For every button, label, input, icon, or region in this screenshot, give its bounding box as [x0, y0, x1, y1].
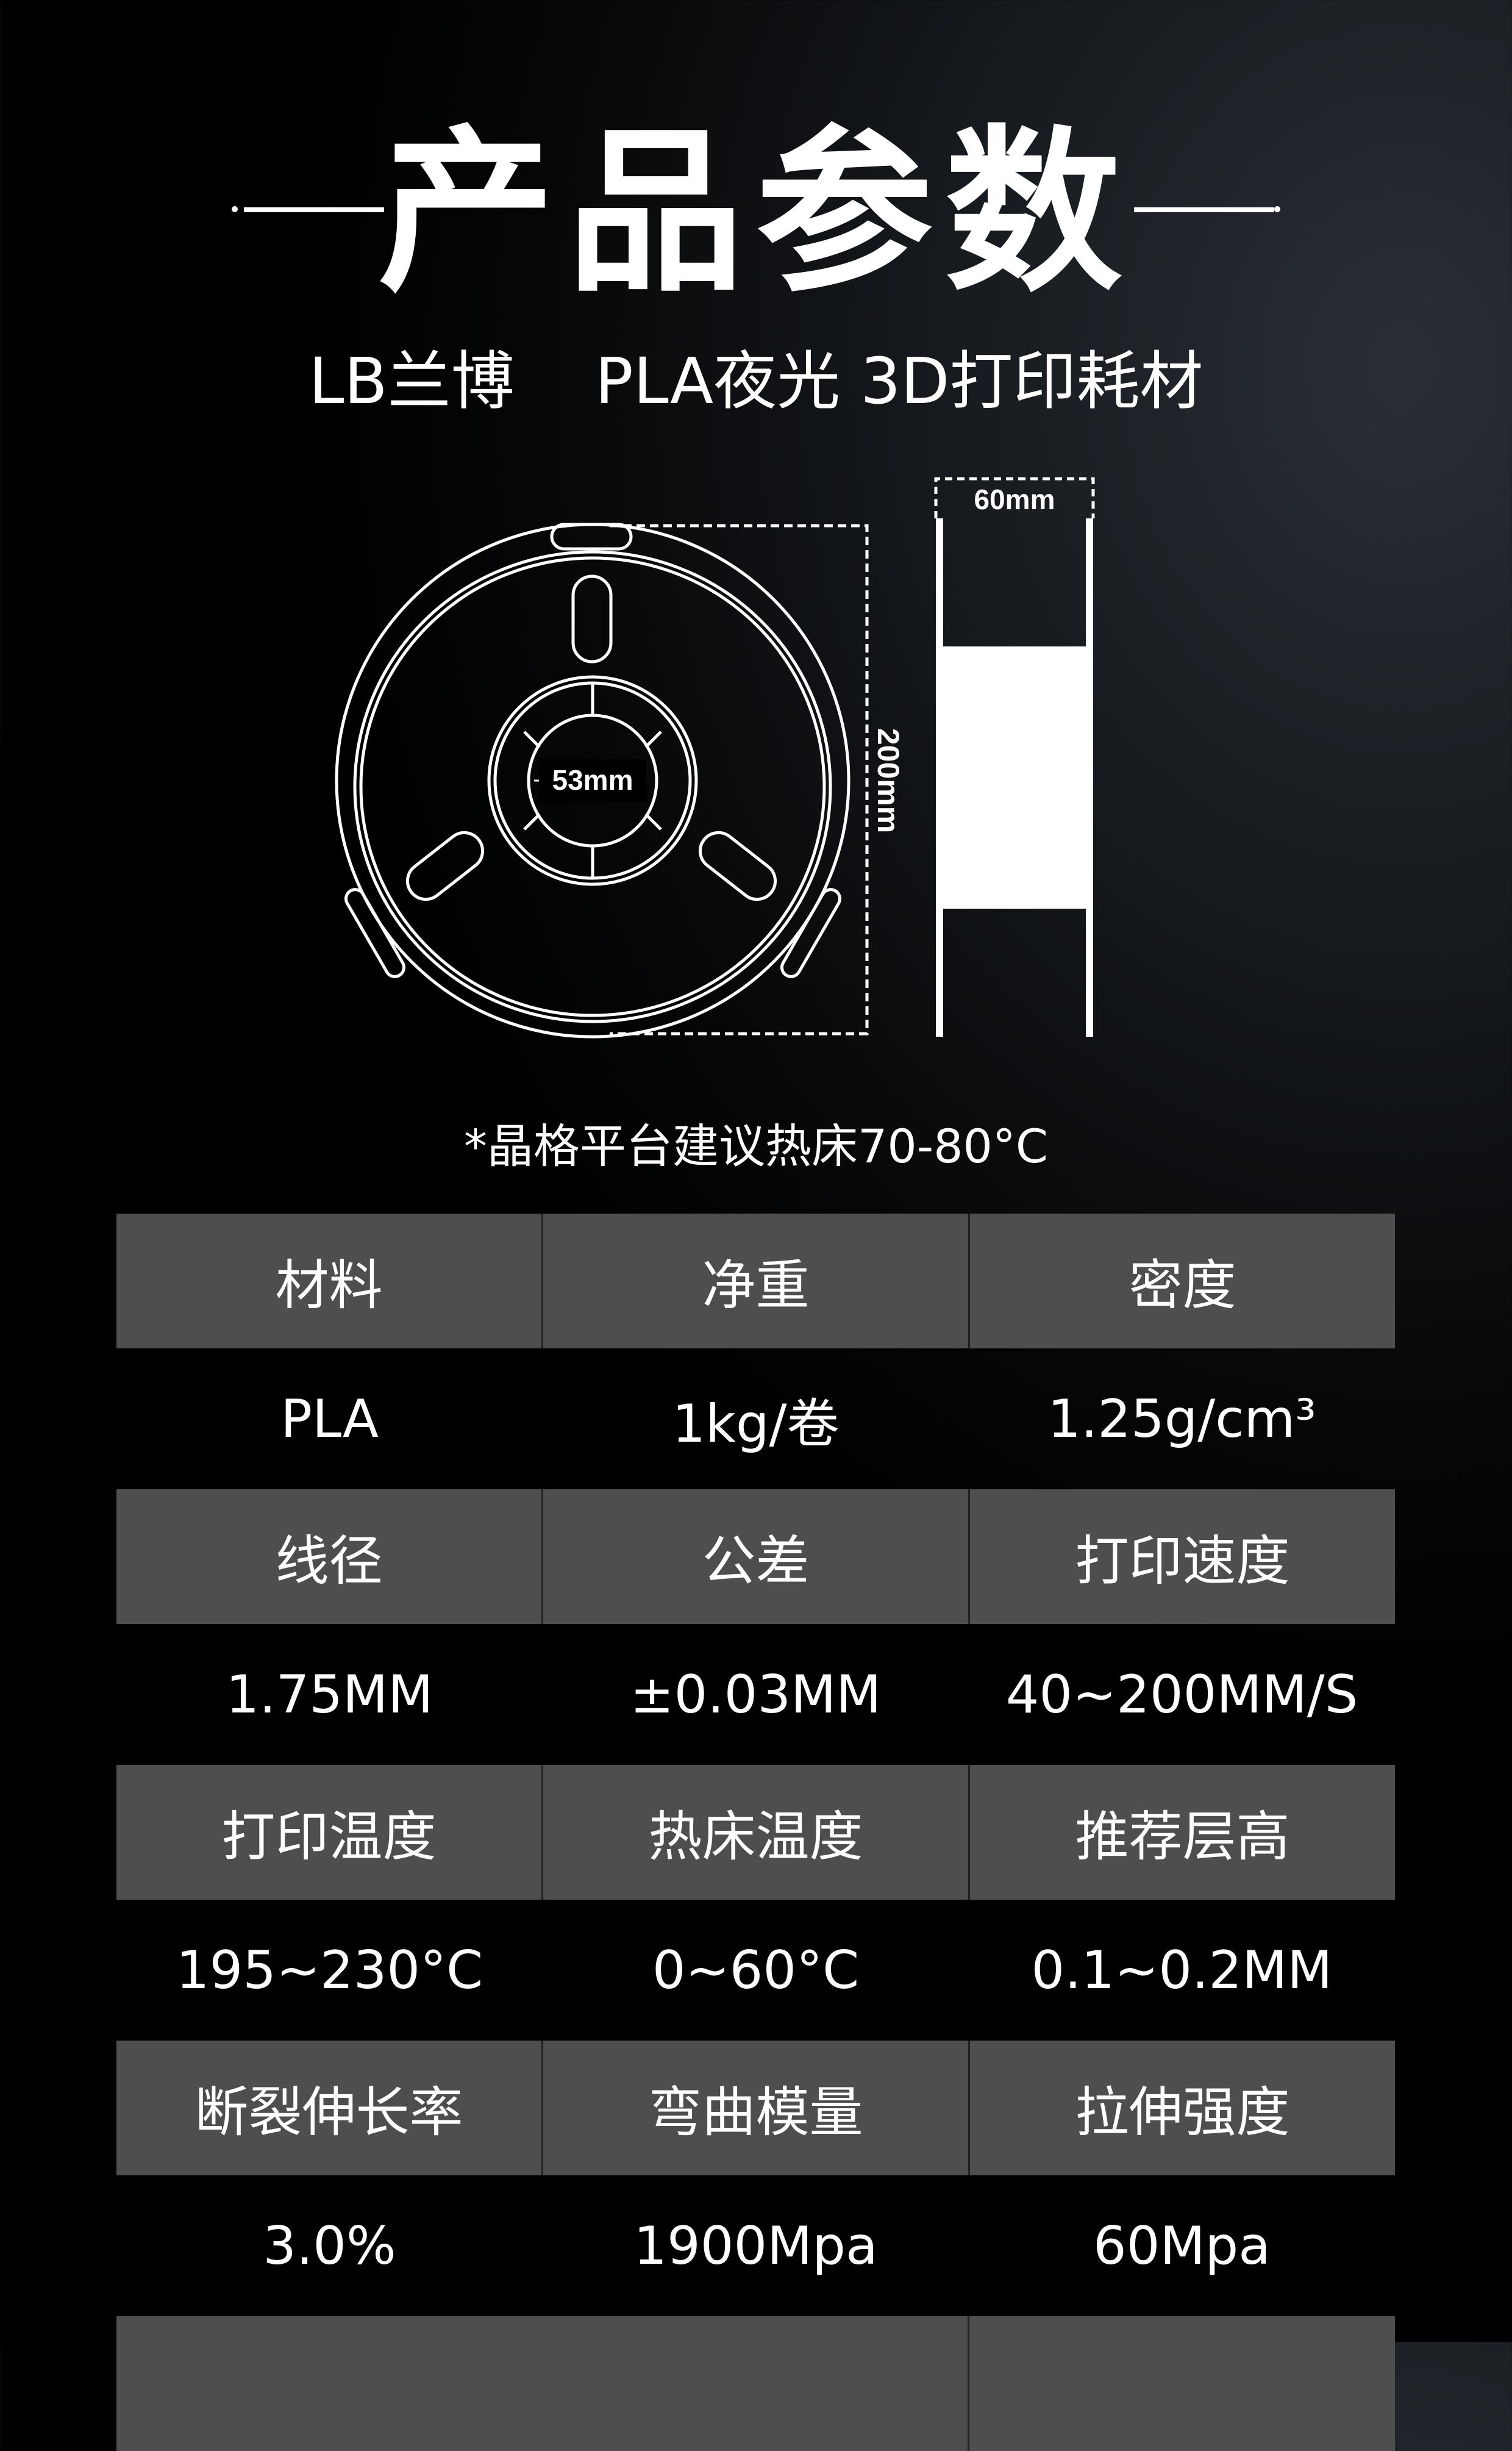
spool-side-view	[934, 477, 1095, 1037]
value-cell: 1900Mpa	[633, 2215, 878, 2277]
value-row: 3.0% 1900Mpa 60Mpa	[116, 2175, 1395, 2316]
header-cell: 密度	[968, 1214, 1395, 1348]
page-title: 产品参数	[378, 110, 1134, 316]
spool-front-view	[335, 523, 869, 1039]
value-cell: 3.0%	[263, 2215, 396, 2277]
header-cell: 弯曲模量	[541, 2041, 968, 2175]
value-row: 1.75MM ±0.03MM 40~200MM/S	[116, 1624, 1395, 1765]
value-cell: 195~230°C	[176, 1939, 483, 2001]
heatbed-note: *晶格平台建议热床70-80°C	[464, 1119, 1048, 1173]
header-cell: 材料	[116, 1214, 541, 1348]
inner-label-bg	[540, 759, 646, 802]
value-row: PLA 1kg/卷 1.25g/cm³	[116, 1348, 1395, 1489]
header-cell: 净重	[541, 1214, 968, 1348]
title-dot-right	[1274, 206, 1280, 212]
header-row: 打印温度 热床温度 推荐层高	[116, 1765, 1395, 1900]
value-cell: 1.75MM	[226, 1664, 433, 1725]
product-subtitle: LB兰博 PLA夜光 3D打印耗材	[308, 344, 1204, 418]
value-cell: 1.25g/cm³	[1047, 1388, 1316, 1450]
header-cell: 热床温度	[541, 1765, 968, 1900]
header-cell: 断裂伸长率	[116, 2041, 541, 2175]
header-cell: 推荐层高	[968, 1765, 1395, 1900]
header-cell: 公差	[541, 1489, 968, 1624]
title-line-left	[244, 207, 384, 212]
header-row: 断裂伸长率 弯曲模量 拉伸强度	[116, 2041, 1395, 2175]
value-cell: 60Mpa	[1093, 2215, 1271, 2277]
header-cell: 拉伸强度	[968, 2041, 1395, 2175]
value-cell: 0.1~0.2MM	[1031, 1939, 1333, 2001]
inner-diameter-label: 53mm	[552, 764, 633, 796]
value-cell: 1kg/卷	[672, 1394, 840, 1454]
value-row: 195~230°C 0~60°C 0.1~0.2MM	[116, 1900, 1395, 2041]
value-cell: ±0.03MM	[630, 1664, 882, 1725]
spool-diagram: 53mm 200mm 60mm	[335, 477, 1095, 1039]
value-cell: 0~60°C	[652, 1939, 860, 2001]
header-cell: 打印温度	[116, 1765, 541, 1900]
spec-table: 材料 净重 密度 PLA 1kg/卷 1.25g/cm³ 线径 公差 打印速度 …	[116, 1214, 1395, 2451]
header-cell: 线径	[116, 1489, 541, 1624]
header-cell-empty	[968, 2316, 1395, 2451]
width-label: 60mm	[974, 484, 1055, 515]
header-cell: 打印速度	[968, 1489, 1395, 1624]
outer-diameter-label: 200mm	[871, 728, 905, 833]
value-cell: PLA	[280, 1388, 379, 1450]
title-line-right	[1134, 207, 1274, 212]
header-cell-empty	[116, 2316, 968, 2451]
header-row: 线径 公差 打印速度	[116, 1489, 1395, 1624]
header-row: 材料 净重 密度	[116, 1214, 1395, 1348]
header-row-partial	[116, 2316, 1395, 2451]
value-cell: 40~200MM/S	[1005, 1664, 1358, 1725]
title-dot-left	[232, 206, 238, 212]
